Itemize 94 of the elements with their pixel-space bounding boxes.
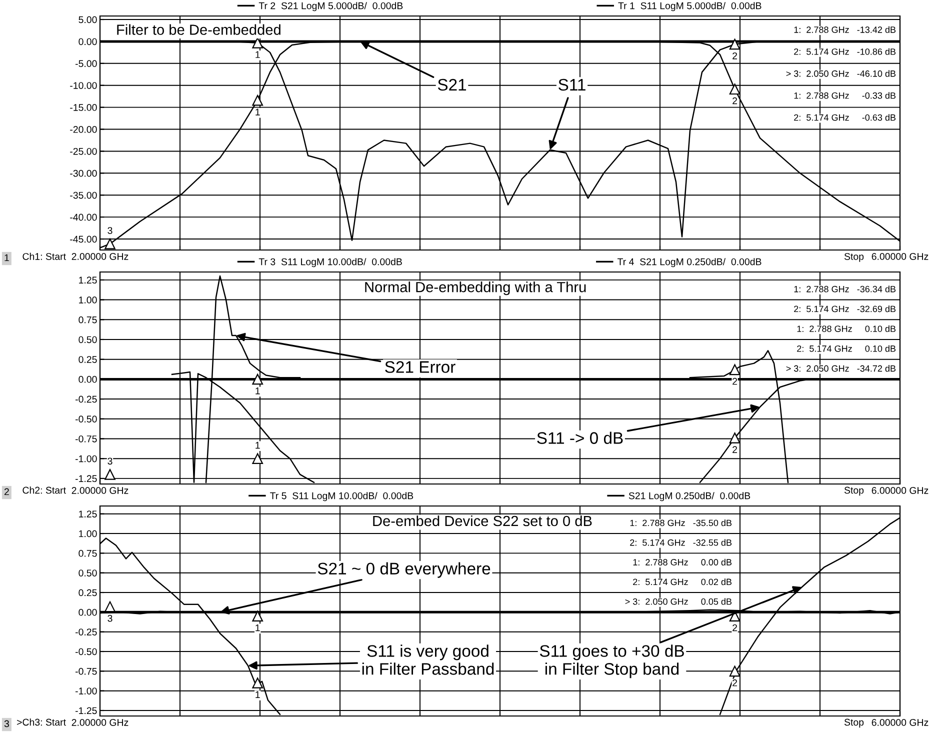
x-tick-label: 6.00000 GHz (872, 487, 928, 494)
y-tick-label: -0.75 (75, 435, 97, 442)
legend-label: Tr 1 S11 LogM 5.000dB/ 0.00dB (618, 2, 762, 12)
annotation: S21 ~ 0 dB everywhere (318, 562, 490, 578)
annotation: 1: 2.788 GHz -13.42 dB (794, 26, 896, 33)
annotation: S21 (438, 78, 466, 91)
y-tick-label: 0.75 (78, 316, 97, 324)
annotation: 1: 2.788 GHz -35.50 dB (630, 519, 732, 526)
y-tick-label: -25.00 (70, 148, 97, 155)
y-tick-label: 0.50 (78, 336, 97, 344)
y-tick-label: 5.00 (78, 16, 97, 24)
annotation: 2 (732, 679, 738, 686)
annotation: 1: 2.788 GHz 0.10 dB (797, 325, 896, 332)
text: De-embed Device S22 set to 0 dB (373, 515, 592, 526)
text: 3 (4, 720, 9, 728)
annotation: 2 (732, 624, 738, 632)
text: Normal De-embedding with a Thru (365, 282, 586, 296)
text: >Ch3: Start (17, 718, 66, 726)
y-tick-label: 0.00 (78, 38, 97, 46)
y-tick-label: -0.50 (75, 416, 97, 423)
annotation: 2 (732, 446, 738, 453)
annotation: 1 (256, 442, 260, 449)
y-tick-label: -35.00 (70, 192, 97, 199)
annotation: S11 goes to +30 dB in Filter Stop band (540, 644, 684, 678)
annotation: S11 -> 0 dB (537, 432, 623, 444)
annotation: S11 (558, 78, 586, 91)
x-tick-label: 2.00000 GHz (72, 719, 128, 726)
legend-label: Tr 4 S21 LogM 0.250dB/ 0.00dB (618, 258, 762, 268)
annotation: 1 (256, 624, 260, 632)
x-tick-label: 2.00000 GHz (72, 487, 128, 494)
annotation: 1: 2.788 GHz 0.00 dB (633, 558, 732, 566)
annotation: 3 (108, 227, 112, 234)
annotation: 2: 5.174 GHz 0.02 dB (633, 578, 732, 586)
annotation: 1: 2.788 GHz -0.33 dB (794, 92, 896, 99)
legend-label: Tr 2 S21 LogM 5.000dB/ 0.00dB (258, 2, 403, 12)
y-tick-label: 1.00 (79, 530, 97, 538)
annotation: 1 (256, 388, 260, 394)
x-tick-label: 6.00000 GHz (872, 253, 928, 260)
y-tick-label: 0.00 (78, 608, 97, 616)
y-tick-label: -20.00 (70, 126, 97, 133)
y-tick-label: -1.25 (75, 475, 97, 482)
annotation: 2: 5.174 GHz -32.69 dB (794, 306, 896, 312)
annotation: 2 (732, 52, 738, 60)
y-tick-label: 1.25 (79, 510, 97, 518)
chart-title: Filter to be De-embedded (117, 24, 280, 35)
annotation: S21 Error (385, 361, 456, 373)
text: Stop (844, 253, 864, 262)
y-tick-label: 0.00 (78, 376, 97, 383)
y-tick-label: -5.00 (75, 60, 97, 68)
y-tick-label: 0.25 (78, 356, 97, 363)
y-tick-label: -1.00 (75, 455, 97, 462)
annotation: 2: 5.174 GHz -32.55 dB (630, 539, 732, 546)
y-tick-label: -0.25 (75, 628, 97, 636)
y-tick-label: 0.50 (78, 570, 97, 576)
y-tick-label: 1.00 (79, 296, 97, 304)
y-tick-label: -15.00 (70, 104, 97, 111)
y-tick-label: 1.25 (79, 276, 97, 284)
y-tick-label: 0.25 (78, 589, 97, 596)
annotation: > 3: 2.050 GHz 0.05 dB (625, 598, 732, 605)
y-tick-label: -1.00 (75, 688, 97, 694)
x-tick-label: 6.00000 GHz (872, 719, 928, 726)
text: 1 (4, 254, 9, 262)
x-tick-label: 2.00000 GHz (72, 253, 128, 260)
y-tick-label: -10.00 (70, 82, 97, 89)
annotation: 2: 5.174 GHz -10.86 dB (794, 48, 896, 55)
text: 2 (4, 488, 9, 496)
annotation: 2: 5.174 GHz -0.63 dB (794, 114, 896, 121)
y-tick-label: -45.00 (70, 236, 97, 243)
annotation: S11 is very good in Filter Passband (362, 644, 494, 675)
legend-label: S21 LogM 0.250dB/ 0.00dB (628, 492, 750, 502)
annotation: 3 (108, 458, 112, 465)
annotation: 2 (732, 97, 738, 104)
text: Stop (844, 718, 864, 728)
annotation: > 3: 2.050 GHz -34.72 dB (786, 365, 896, 372)
y-tick-label: -0.50 (75, 648, 97, 656)
text: Ch1: Start (22, 252, 66, 260)
annotation: 1 (256, 108, 260, 116)
y-tick-label: -1.25 (75, 707, 97, 714)
annotation: > 3: 2.050 GHz -46.10 dB (786, 70, 896, 77)
legend-label: Tr 3 S11 LogM 10.00dB/ 0.00dB (258, 258, 402, 268)
annotation: 1: 2.788 GHz -36.34 dB (794, 286, 896, 292)
y-tick-label: -0.25 (75, 396, 97, 403)
y-tick-label: 0.75 (78, 550, 97, 557)
y-tick-label: -30.00 (70, 170, 97, 177)
annotation: 1 (256, 51, 260, 58)
annotation: 3 (108, 614, 112, 622)
annotation: 2: 5.174 GHz 0.10 dB (797, 345, 896, 352)
y-tick-label: -0.75 (75, 668, 97, 675)
text: Ch2: Start (22, 486, 66, 494)
annotation: 2 (732, 378, 738, 385)
annotation: 1 (256, 691, 260, 698)
text: Stop (844, 486, 864, 496)
legend-label: Tr 5 S11 LogM 10.00dB/ 0.00dB (270, 492, 414, 502)
y-tick-label: -40.00 (70, 214, 97, 221)
